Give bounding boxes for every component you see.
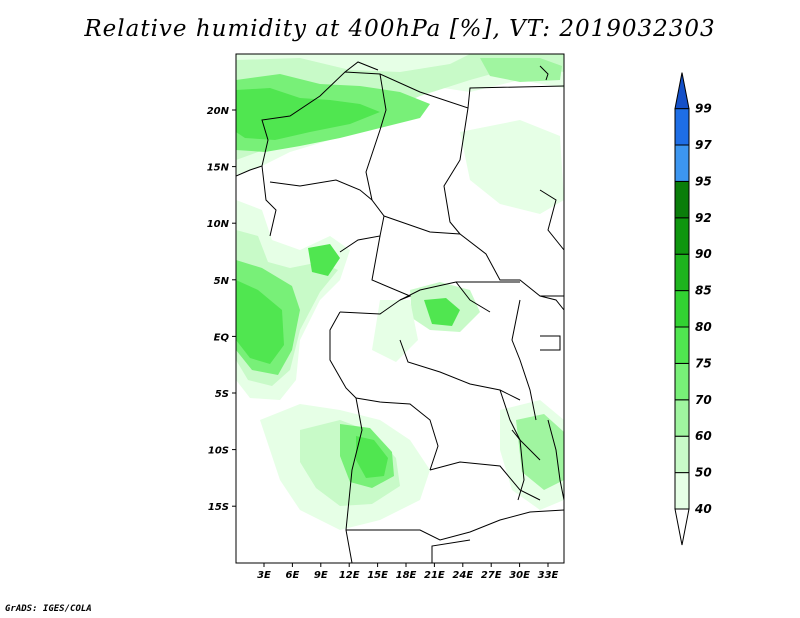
humidity-area-80-north <box>236 88 380 140</box>
colorbar: 40 50 60 70 75 80 85 90 92 95 97 99 <box>674 72 712 546</box>
colorbar-level-label: 75 <box>695 356 712 370</box>
colorbar-segment <box>674 180 690 219</box>
humidity-area-70-southeast <box>516 414 564 490</box>
map-title: Relative humidity at 400hPa [%], VT: 201… <box>84 16 716 42</box>
colorbar-segment <box>674 144 690 182</box>
colorbar-segment <box>674 326 690 364</box>
latitude-tick-label: 15S <box>208 502 229 513</box>
colorbar-segment <box>674 108 690 146</box>
longitude-tick-label: 12E <box>339 570 360 581</box>
latitude-tick-label: 20N <box>207 106 230 117</box>
longitude-axis: 3E 6E 9E 12E 15E 18E 21E 24E 27E 30E 33E <box>257 563 559 581</box>
longitude-tick-label: 15E <box>367 570 388 581</box>
humidity-area-80-west <box>236 280 284 364</box>
humidity-shading <box>236 54 564 530</box>
longitude-tick-label: 30E <box>509 570 530 581</box>
colorbar-level-label: 99 <box>695 102 712 116</box>
colorbar-segment <box>674 362 690 401</box>
colorbar-level-label: 95 <box>695 174 712 188</box>
colorbar-segment <box>674 253 690 292</box>
colorbar-level-label: 50 <box>695 466 712 480</box>
humidity-area-80-south <box>356 436 388 478</box>
humidity-area-80-central <box>424 298 460 326</box>
longitude-tick-label: 6E <box>286 570 300 581</box>
humidity-area-60-north <box>236 54 564 160</box>
longitude-tick-label: 33E <box>538 570 559 581</box>
latitude-axis: 20N 15N 10N 5N EQ 5S 10S 15S <box>207 106 236 513</box>
humidity-area-70-northeast <box>480 58 562 82</box>
longitude-tick-label: 18E <box>396 570 417 581</box>
latitude-tick-label: 10S <box>208 446 229 457</box>
colorbar-segment <box>674 399 690 437</box>
footer-credit: GrADS: IGES/COLA <box>5 604 92 614</box>
latitude-tick-label: EQ <box>214 332 230 343</box>
longitude-tick-label: 24E <box>452 570 473 581</box>
humidity-area-80-cameroon <box>308 244 340 276</box>
colorbar-level-label: 60 <box>695 429 712 443</box>
colorbar-level-label: 92 <box>695 211 712 225</box>
latitude-tick-label: 5N <box>214 276 230 287</box>
longitude-tick-label: 21E <box>424 570 445 581</box>
map-frame <box>235 53 565 564</box>
longitude-tick-label: 3E <box>257 570 271 581</box>
colorbar-segment <box>674 290 690 328</box>
colorbar-level-label: 70 <box>695 393 712 407</box>
latitude-tick-label: 5S <box>215 389 229 400</box>
humidity-area-50-sudan <box>460 120 564 214</box>
colorbar-upper-extension <box>674 72 690 110</box>
colorbar-level-label: 40 <box>694 502 712 516</box>
colorbar-lower-extension <box>674 508 690 546</box>
colorbar-level-label: 97 <box>695 138 712 152</box>
country-borders <box>236 61 564 563</box>
colorbar-segment <box>674 435 690 474</box>
colorbar-level-label: 80 <box>695 320 712 334</box>
longitude-tick-label: 9E <box>314 570 328 581</box>
longitude-tick-label: 27E <box>481 570 502 581</box>
humidity-area-50-congo <box>372 300 418 362</box>
colorbar-segment <box>674 217 690 255</box>
colorbar-level-label: 85 <box>695 284 712 298</box>
latitude-tick-label: 15N <box>207 163 230 174</box>
colorbar-level-label: 90 <box>695 247 712 261</box>
latitude-tick-label: 10N <box>207 219 230 230</box>
colorbar-segment <box>674 472 690 510</box>
